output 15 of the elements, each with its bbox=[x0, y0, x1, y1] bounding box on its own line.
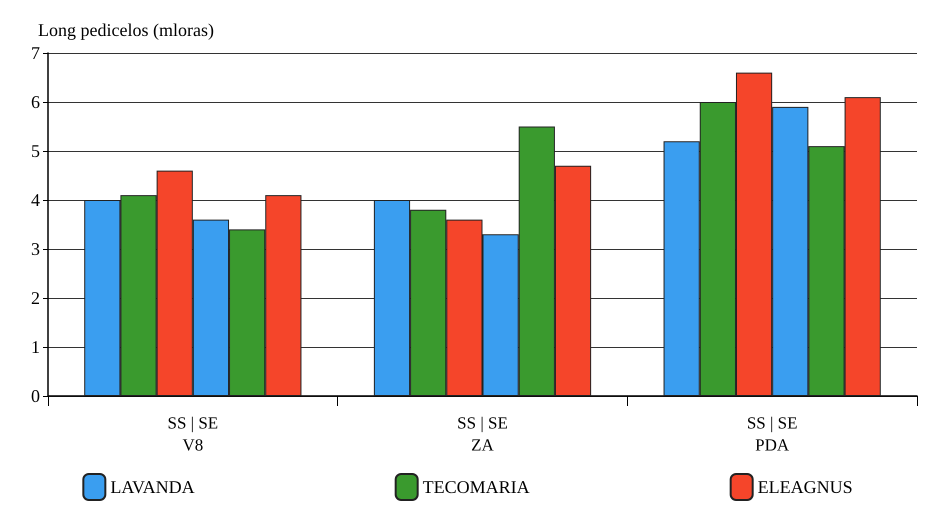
y-tick-label: 2 bbox=[31, 288, 40, 308]
y-axis-title: Long pedicelos (mloras) bbox=[38, 20, 214, 40]
y-tick-label: 0 bbox=[31, 386, 40, 406]
legend-label: TECOMARIA bbox=[422, 477, 530, 497]
y-tick-label: 6 bbox=[31, 92, 40, 112]
x-tick-label: SS | SE PDA bbox=[746, 414, 798, 454]
legend-label: LAVANDA bbox=[110, 477, 195, 497]
x-tick-label: SS | SE V8 bbox=[168, 414, 218, 454]
y-tick-label: 5 bbox=[31, 141, 40, 161]
y-tick-label: 3 bbox=[31, 239, 40, 259]
y-tick-label: 4 bbox=[31, 190, 40, 210]
x-tick-label: SS | SE ZA bbox=[457, 414, 508, 454]
legend-label: ELEAGNUS bbox=[758, 477, 853, 497]
y-tick-label: 7 bbox=[31, 43, 40, 63]
y-tick-label: 1 bbox=[31, 337, 40, 357]
